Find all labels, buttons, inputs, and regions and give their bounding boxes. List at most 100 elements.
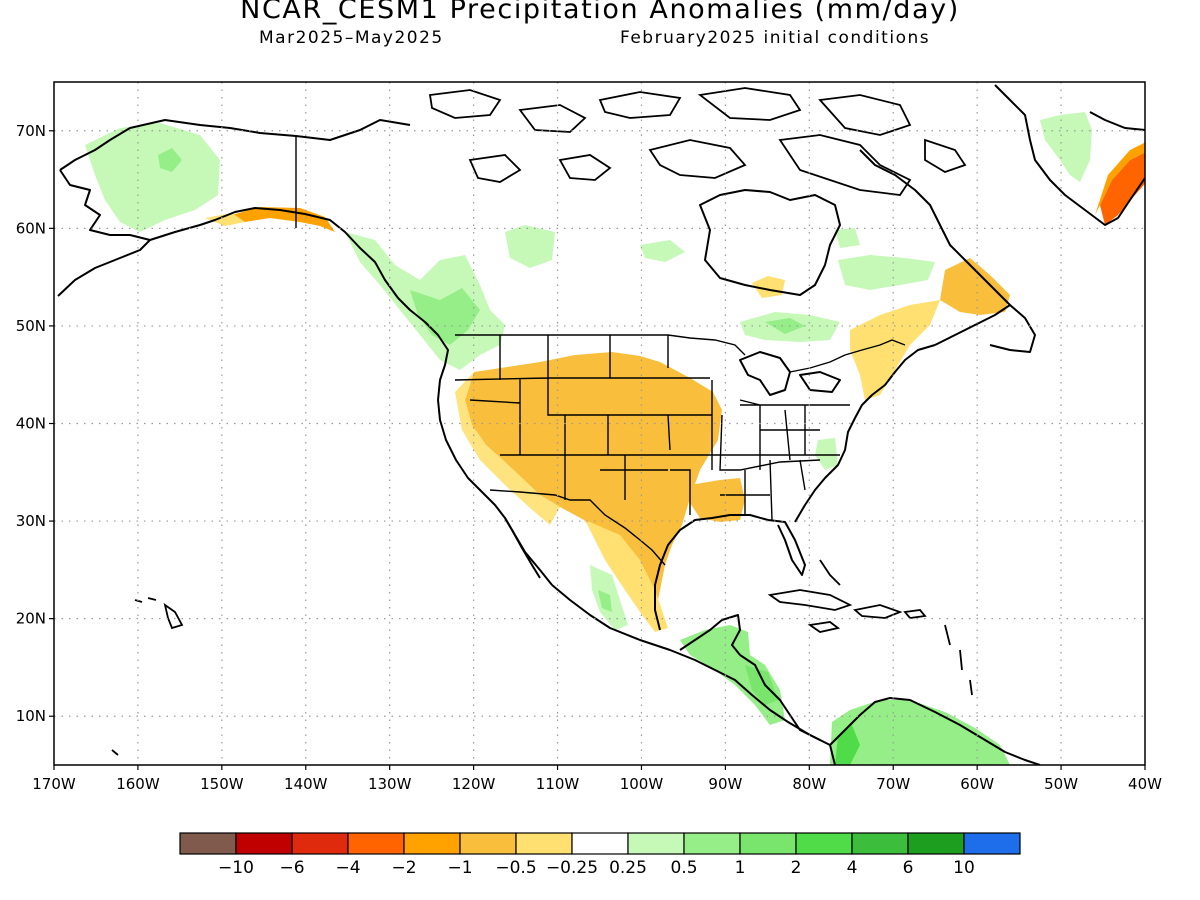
coast-yucatan	[679, 614, 741, 656]
colorbar-swatch	[403, 832, 461, 855]
lon-tick-label: 70W	[876, 775, 910, 793]
coast-maritimes	[934, 304, 1036, 353]
wet-anomaly-hudson-east	[838, 255, 935, 290]
initial-conditions: February2025 initial conditions	[620, 28, 931, 48]
dry-anomaly-alaska-coast	[232, 207, 335, 232]
colorbar-label: 4	[847, 858, 858, 878]
coast-bc-west	[397, 297, 449, 401]
coast-south-america	[829, 697, 1041, 765]
coast-hudson-bay	[699, 189, 841, 296]
political-borders	[295, 136, 906, 566]
wet-anomaly-canada-2	[640, 240, 685, 262]
colorbar-boxes	[179, 832, 1021, 855]
lon-tick-label: 130W	[368, 775, 412, 793]
lon-tick-label: 90W	[708, 775, 742, 793]
border-us-mexico	[489, 489, 666, 566]
wet-anomaly-canada-1	[505, 225, 555, 268]
coast-greenland	[994, 84, 1145, 226]
colorbar-label: −4	[335, 858, 360, 878]
lon-tick-label: 50W	[1044, 775, 1078, 793]
colorbar-labels: −10 −6 −4 −2 −1 −0.5 −0.25 0.25 0.5 1 2 4 6 10	[218, 858, 975, 878]
coast-us-east	[794, 344, 936, 523]
colorbar-swatch	[291, 832, 349, 855]
map-title: NCAR_CESM1 Precipitation Anomalies (mm/d…	[240, 0, 960, 25]
colorbar-swatch	[907, 832, 965, 855]
coast-gulf	[654, 514, 806, 631]
wet-anomaly-south-america	[830, 700, 1010, 765]
wet-anomaly-alaska-core	[158, 148, 182, 172]
wet-anomaly-mexico-west-core	[598, 590, 612, 612]
colorbar-label: −10	[218, 858, 254, 878]
colorbar-swatch	[235, 832, 293, 855]
lon-tick-label: 160W	[116, 775, 160, 793]
dry-anomaly-greenland	[1100, 152, 1145, 225]
coast-baja	[504, 517, 541, 579]
graticule	[54, 82, 1145, 765]
lat-tick-label: 20N	[16, 610, 46, 628]
colorbar-label: −1	[447, 858, 472, 878]
lon-tick-label: 170W	[32, 775, 76, 793]
coast-central-america	[739, 654, 821, 741]
wet-anomaly-alaska	[85, 123, 220, 232]
lon-tick-label: 60W	[960, 775, 994, 793]
great-lakes	[739, 351, 841, 396]
forecast-period: Mar2025–May2025	[259, 28, 444, 48]
state-lines	[454, 335, 850, 521]
coast-alaska-north	[59, 119, 411, 171]
colorbar-swatch	[739, 832, 797, 855]
coast-alaska-west	[57, 169, 151, 297]
colorbar-label: 10	[953, 858, 975, 878]
coast-alaska-south	[149, 207, 399, 299]
precipitation-anomaly-map: 170W 160W 150W 140W 130W 120W 110W 100W 90W 80W 70…	[16, 81, 1162, 793]
colorbar-swatch	[963, 832, 1021, 855]
coast-labrador	[859, 149, 1011, 306]
lon-tick-label: 80W	[792, 775, 826, 793]
dry-anomaly-alaska-coast-outer	[205, 213, 245, 226]
coast-greenland-north	[1089, 111, 1145, 131]
colorbar-label: −0.5	[495, 858, 536, 878]
colorbar-swatch	[515, 832, 573, 855]
colorbar-label: 2	[791, 858, 802, 878]
axis-labels: 170W 160W 150W 140W 130W 120W 110W 100W 90W 80W 70…	[16, 122, 1162, 793]
dry-anomaly-northeast	[850, 300, 940, 400]
lat-tick-label: 70N	[16, 122, 46, 140]
lat-tick-label: 40N	[16, 415, 46, 433]
colorbar-swatch	[627, 832, 685, 855]
dry-anomaly-us-core	[465, 352, 722, 615]
lon-tick-label: 150W	[200, 775, 244, 793]
colorbar-swatch	[459, 832, 517, 855]
lon-tick-label: 100W	[620, 775, 664, 793]
border-us-canada	[455, 334, 906, 373]
wet-anomaly-pacific-nw-core	[410, 288, 480, 345]
dry-anomaly-southeast	[688, 478, 745, 522]
colorbar-swatch	[851, 832, 909, 855]
lon-tick-label: 110W	[536, 775, 580, 793]
colorbar-label: 0.5	[670, 858, 697, 878]
colorbar-swatch	[347, 832, 405, 855]
colorbar-label: 6	[903, 858, 914, 878]
map-plot-area	[54, 82, 1145, 765]
arctic-islands	[428, 87, 967, 196]
colorbar-label: −6	[279, 858, 304, 878]
lat-tick-label: 50N	[16, 317, 46, 335]
lon-tick-label: 40W	[1128, 775, 1162, 793]
colorbar-swatch	[179, 832, 237, 855]
dry-anomaly-quebec	[940, 258, 1010, 315]
wet-anomaly-ontario-core	[765, 318, 805, 334]
lat-tick-label: 10N	[16, 707, 46, 725]
colorbar-label: 0.25	[609, 858, 647, 878]
wet-anomaly-east-coast	[815, 438, 838, 470]
colorbar-swatch	[571, 832, 629, 855]
dry-anomaly-mexico	[585, 520, 668, 632]
colorbar-label: −0.25	[546, 858, 598, 878]
wet-anomaly-greenland	[1040, 112, 1092, 182]
colorbar-swatch	[795, 832, 853, 855]
colorbar-swatch	[683, 832, 741, 855]
dry-anomaly-us-fringe	[455, 372, 560, 525]
lat-tick-label: 30N	[16, 512, 46, 530]
coast-us-west	[437, 399, 553, 586]
dry-anomaly-hudson	[752, 276, 785, 298]
coastlines	[57, 84, 1145, 765]
lat-tick-label: 60N	[16, 219, 46, 237]
